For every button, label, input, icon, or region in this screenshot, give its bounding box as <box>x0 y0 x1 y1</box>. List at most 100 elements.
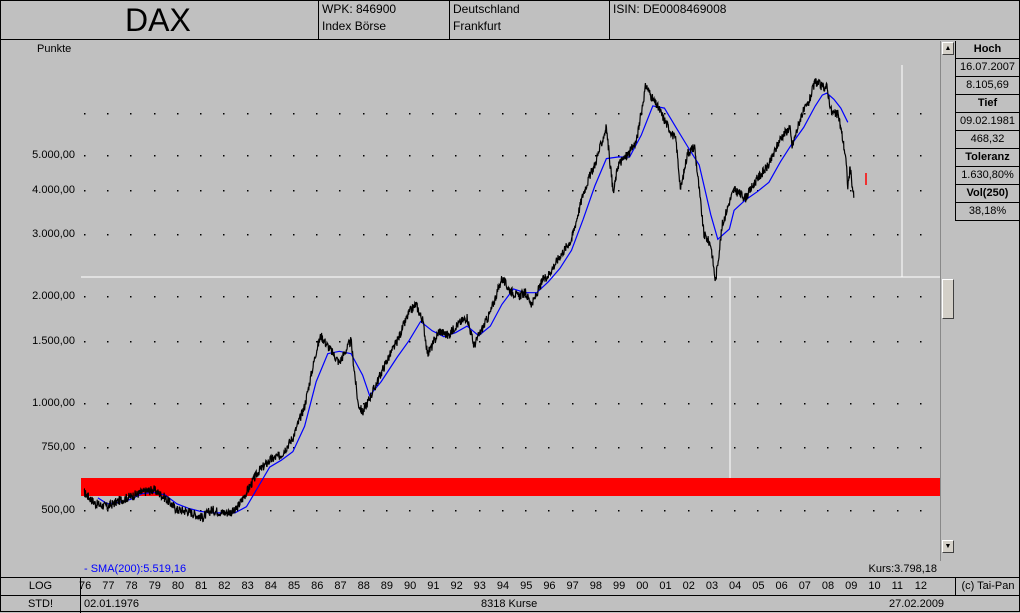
grid-dot <box>548 510 550 512</box>
grid-dot <box>409 341 411 343</box>
grid-dot <box>688 234 690 236</box>
grid-dot <box>595 113 597 115</box>
grid-dot <box>618 510 620 512</box>
grid-dot <box>363 341 365 343</box>
grid-dot <box>827 234 829 236</box>
grid-dot <box>386 296 388 298</box>
grid-dot <box>316 296 318 298</box>
grid-dot <box>154 190 156 192</box>
grid-dot <box>664 296 666 298</box>
y-axis-unit-label: Punkte <box>37 43 72 55</box>
grid-dot <box>897 190 899 192</box>
grid-dot <box>107 234 109 236</box>
grid-dot <box>897 234 899 236</box>
grid-dot <box>247 447 249 449</box>
grid-dot <box>200 190 202 192</box>
grid-dot <box>873 113 875 115</box>
grid-dot <box>850 447 852 449</box>
grid-dot <box>316 447 318 449</box>
grid-dot <box>107 190 109 192</box>
grid-dot <box>84 190 86 192</box>
y-tick-label: 500,00 <box>41 503 75 516</box>
grid-dot <box>455 113 457 115</box>
grid-dot <box>107 155 109 157</box>
std-toggle[interactable]: STD! <box>1 596 81 613</box>
grid-dot <box>780 341 782 343</box>
grid-dot <box>688 447 690 449</box>
grid-dot <box>757 296 759 298</box>
grid-dot <box>363 190 365 192</box>
grid-dot <box>154 234 156 236</box>
grid-dot <box>780 113 782 115</box>
grid-dot <box>618 296 620 298</box>
grid-dot <box>688 403 690 405</box>
grid-dot <box>525 510 527 512</box>
grid-dot <box>363 234 365 236</box>
y-tick-label: 1.000,00 <box>32 397 75 410</box>
grid-dot <box>827 296 829 298</box>
grid-dot <box>293 403 295 405</box>
grid-dot <box>920 155 922 157</box>
grid-dot <box>154 341 156 343</box>
grid-dot <box>200 341 202 343</box>
grid-dot <box>363 113 365 115</box>
grid-dot <box>177 341 179 343</box>
grid-dot <box>293 113 295 115</box>
country-label: Deutschland <box>453 2 520 16</box>
grid-dot <box>757 403 759 405</box>
x-tick-label: 02 <box>682 580 695 592</box>
grid-dot <box>223 155 225 157</box>
grid-dot <box>339 113 341 115</box>
grid-dot <box>711 510 713 512</box>
grid-dot <box>897 403 899 405</box>
grid-dot <box>200 447 202 449</box>
grid-dot <box>409 155 411 157</box>
x-tick-label: 06 <box>775 580 788 592</box>
chart-area[interactable]: - SMA(200):5.519,16 Kurs:3.798,18 <box>63 41 940 577</box>
grid-dot <box>548 403 550 405</box>
grid-dot <box>525 341 527 343</box>
grid-dot <box>455 341 457 343</box>
x-tick-label: 05 <box>752 580 765 592</box>
grid-dot <box>827 447 829 449</box>
x-tick-label: 78 <box>125 580 138 592</box>
scrollbar-thumb[interactable] <box>942 279 954 319</box>
date-range-row: STD! 02.01.1976 8318 Kurse 27.02.2009 <box>1 596 1019 613</box>
grid-dot <box>897 155 899 157</box>
grid-dot <box>502 234 504 236</box>
x-tick-label: 81 <box>195 580 208 592</box>
grid-dot <box>432 510 434 512</box>
x-tick-label: 95 <box>520 580 533 592</box>
grid-dot <box>873 234 875 236</box>
grid-dot <box>873 510 875 512</box>
grid-dot <box>339 296 341 298</box>
grid-dot <box>502 447 504 449</box>
scroll-down-button[interactable]: ▼ <box>942 540 954 553</box>
grid-dot <box>293 234 295 236</box>
grid-dot <box>177 190 179 192</box>
grid-dot <box>757 234 759 236</box>
grid-dot <box>455 403 457 405</box>
grid-dot <box>316 113 318 115</box>
log-toggle[interactable]: LOG <box>1 578 81 595</box>
grid-dot <box>827 155 829 157</box>
scroll-up-button[interactable]: ▲ <box>942 42 954 55</box>
grid-dot <box>386 113 388 115</box>
grid-dot <box>363 510 365 512</box>
grid-dot <box>757 341 759 343</box>
vertical-scrollbar[interactable]: ▲ ▼ <box>940 41 955 561</box>
grid-dot <box>688 190 690 192</box>
grid-dot <box>502 190 504 192</box>
grid-dot <box>641 296 643 298</box>
grid-dot <box>572 155 574 157</box>
grid-dot <box>827 510 829 512</box>
grid-dot <box>479 510 481 512</box>
grid-dot <box>595 510 597 512</box>
grid-dot <box>641 234 643 236</box>
x-tick-label: 07 <box>798 580 811 592</box>
x-tick-label: 04 <box>729 580 742 592</box>
grid-dot <box>734 510 736 512</box>
grid-dot <box>200 510 202 512</box>
grid-dot <box>223 447 225 449</box>
grid-dot <box>641 155 643 157</box>
